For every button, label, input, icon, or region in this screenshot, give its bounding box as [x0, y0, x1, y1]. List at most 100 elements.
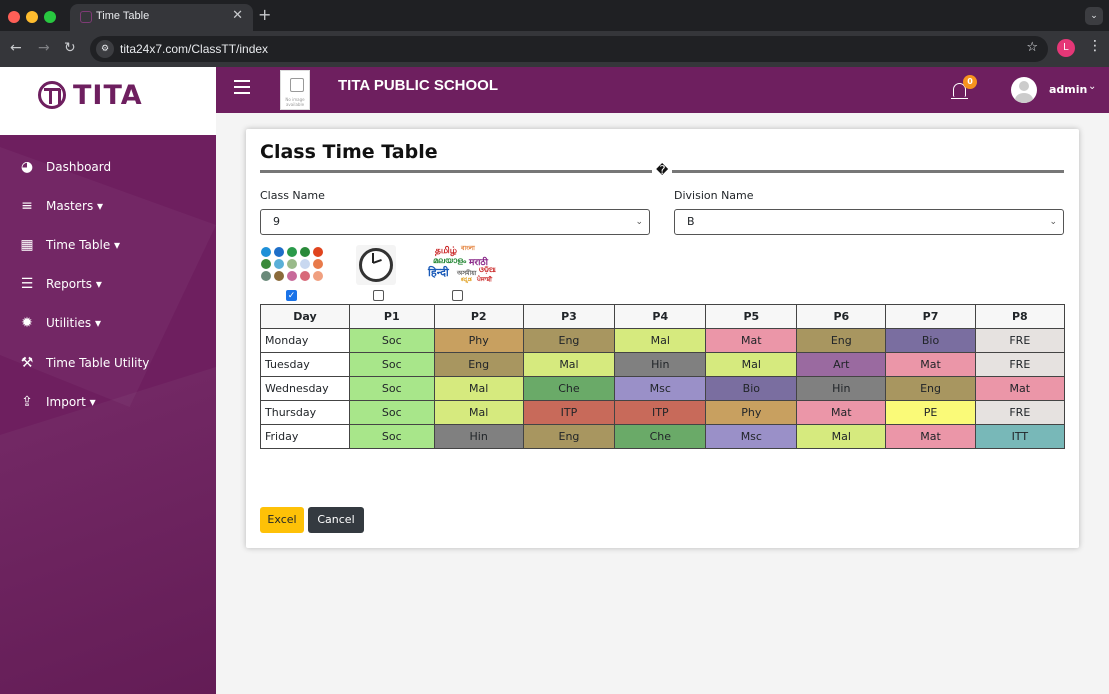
sidebar: TITA ◕ Dashboard ≡ Masters ▾ ▦ Time Tabl… [0, 67, 216, 694]
subject-cell[interactable]: Hin [433, 424, 524, 449]
subject-cell[interactable]: Soc [349, 328, 435, 353]
period-column-header: P1 [349, 304, 435, 329]
subject-cell[interactable]: Soc [349, 424, 435, 449]
back-icon[interactable]: ← [10, 40, 22, 56]
reload-icon[interactable]: ↻ [64, 40, 76, 56]
user-name[interactable]: admin [1049, 83, 1088, 96]
period-column-header: P3 [522, 304, 616, 329]
subject-cell[interactable]: Mal [705, 352, 798, 377]
sidebar-item-masters[interactable]: ≡ Masters ▾ [18, 194, 103, 218]
zoom-window-button[interactable] [44, 11, 56, 23]
subject-cell[interactable]: Soc [349, 400, 435, 425]
notification-bell-icon[interactable] [951, 83, 968, 99]
sidebar-item-time-table-utility[interactable]: ⚒ Time Table Utility [18, 351, 150, 375]
school-logo-image: No image available [280, 70, 310, 110]
close-window-button[interactable] [8, 11, 20, 23]
subject-cell[interactable]: Mat [885, 352, 976, 377]
clock-checkbox[interactable] [373, 290, 384, 301]
sidebar-item-dashboard[interactable]: ◕ Dashboard [18, 155, 111, 179]
division-name-select[interactable]: B ⌄ [674, 209, 1064, 235]
subject-cell[interactable]: Che [614, 424, 707, 449]
subject-cell[interactable]: Mal [433, 400, 524, 425]
subject-cell[interactable]: Mal [522, 352, 616, 377]
day-column-header: Day [260, 304, 350, 329]
subject-cell[interactable]: ITP [614, 400, 707, 425]
subject-cell[interactable]: Art [796, 352, 887, 377]
subject-cell[interactable]: Mat [974, 376, 1066, 401]
sidebar-item-import[interactable]: ⇪ Import ▾ [18, 390, 96, 414]
clock-icon[interactable] [356, 245, 396, 285]
site-settings-icon[interactable]: ⚙ [96, 40, 114, 58]
subject-cell[interactable]: Mat [705, 328, 798, 353]
profile-avatar[interactable]: L [1057, 39, 1075, 57]
subject-cell[interactable]: Mal [614, 328, 707, 353]
hamburger-menu-icon[interactable] [234, 80, 250, 94]
browser-tab[interactable]: Time Table ✕ [70, 4, 253, 31]
subject-cell[interactable]: Eng [433, 352, 524, 377]
sidebar-item-label: Reports ▾ [46, 277, 102, 291]
tita-logo-icon [38, 81, 66, 109]
subject-cell[interactable]: Eng [796, 328, 887, 353]
subject-cell[interactable]: Soc [349, 352, 435, 377]
subject-cell[interactable]: ITP [522, 400, 616, 425]
subject-cell[interactable]: Eng [522, 424, 616, 449]
languages-checkbox[interactable] [452, 290, 463, 301]
day-cell: Thursday [260, 400, 350, 425]
timetable-grid: Day P1 P2 P3 P4 P5 P6 P7 P8 Monday Soc Phy Eng Mal Ma… [260, 304, 1066, 449]
forward-icon[interactable]: → [38, 40, 50, 56]
languages-icon[interactable]: தமிழ் বাংলা മലയാളം मराठी हिन्दी অসমীয়া … [428, 245, 496, 283]
cancel-button[interactable]: Cancel [308, 507, 364, 533]
division-name-label: Division Name [674, 189, 754, 202]
sidebar-item-label: Masters ▾ [46, 199, 104, 213]
dashboard-icon: ◕ [20, 159, 34, 175]
address-bar: ← → ↻ ⚙ tita24x7.com/ClassTT/index ☆ [0, 31, 1109, 67]
browser-menu-icon[interactable]: ⋮ [1088, 38, 1102, 54]
class-name-label: Class Name [260, 189, 325, 202]
subject-cell[interactable]: Che [522, 376, 616, 401]
subject-cell[interactable]: FRE [974, 400, 1066, 425]
subject-cell[interactable]: Msc [705, 424, 798, 449]
minimize-window-button[interactable] [26, 11, 38, 23]
sidebar-item-utilities[interactable]: ✹ Utilities ▾ [18, 311, 101, 335]
subject-cell[interactable]: Mat [796, 400, 887, 425]
subject-cell[interactable]: Msc [614, 376, 707, 401]
subject-cell[interactable]: FRE [974, 328, 1066, 353]
sidebar-item-time-table[interactable]: ▦ Time Table ▾ [18, 233, 120, 257]
table-row: Monday Soc Phy Eng Mal Mat Eng Bio FRE [260, 328, 1066, 353]
url-field[interactable]: ⚙ tita24x7.com/ClassTT/index ☆ [90, 36, 1048, 62]
subject-cell[interactable]: Soc [349, 376, 435, 401]
subject-cell[interactable]: Bio [885, 328, 976, 353]
school-name: TITA PUBLIC SCHOOL [338, 77, 498, 94]
subject-cell[interactable]: Eng [885, 376, 976, 401]
period-column-header: P8 [974, 304, 1066, 329]
logo[interactable]: TITA [0, 67, 216, 135]
day-cell: Monday [260, 328, 350, 353]
bookmark-star-icon[interactable]: ☆ [1026, 40, 1038, 55]
class-name-select[interactable]: 9 ⌄ [260, 209, 650, 235]
subject-cell[interactable]: Mal [433, 376, 524, 401]
subject-cell[interactable]: Hin [614, 352, 707, 377]
new-tab-icon[interactable]: + [258, 5, 272, 24]
color-palette-checkbox[interactable]: ✓ [286, 290, 297, 301]
subject-cell[interactable]: ITT [974, 424, 1066, 449]
tab-search-icon[interactable]: ⌄ [1085, 7, 1103, 25]
tab-close-icon[interactable]: ✕ [232, 8, 243, 23]
table-row: Wednesday Soc Mal Che Msc Bio Hin Eng Mat [260, 376, 1066, 401]
subject-cell[interactable]: FRE [974, 352, 1066, 377]
subject-cell[interactable]: Hin [796, 376, 887, 401]
page-title: Class Time Table [260, 141, 438, 163]
subject-cell[interactable]: Phy [705, 400, 798, 425]
subject-cell[interactable]: Mal [796, 424, 887, 449]
color-palette-icon[interactable] [261, 245, 325, 285]
chevron-down-icon: ⌄ [1049, 217, 1057, 227]
subject-cell[interactable]: Phy [433, 328, 524, 353]
subject-cell[interactable]: Eng [522, 328, 616, 353]
chevron-down-icon[interactable]: ⌄ [1088, 81, 1097, 92]
user-avatar[interactable] [1011, 77, 1037, 103]
sidebar-item-reports[interactable]: ☰ Reports ▾ [18, 272, 102, 296]
sidebar-item-label: Utilities ▾ [46, 316, 102, 330]
subject-cell[interactable]: Bio [705, 376, 798, 401]
subject-cell[interactable]: PE [885, 400, 976, 425]
excel-button[interactable]: Excel [260, 507, 304, 533]
subject-cell[interactable]: Mat [885, 424, 976, 449]
